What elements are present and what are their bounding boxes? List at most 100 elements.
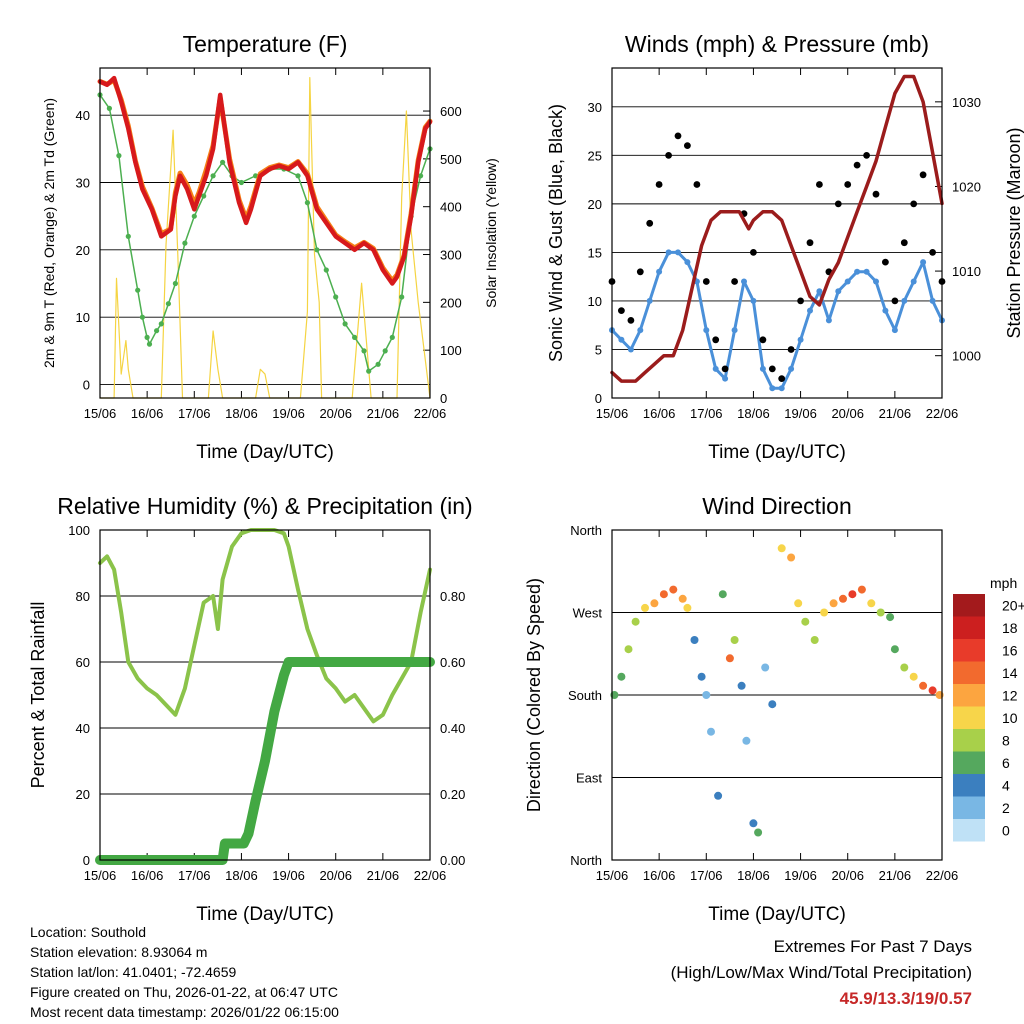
gust-point [721, 365, 729, 373]
legend-label: 0 [1002, 822, 1010, 838]
direction-xlabel: Time (Day/UTC) [708, 904, 846, 925]
sonic-wind-point [741, 278, 747, 285]
winds-ytick-right-label: 1010 [952, 264, 981, 279]
direction-point [690, 636, 699, 644]
sonic-wind-point [712, 365, 719, 372]
direction-xtick-label: 17/06 [690, 868, 723, 883]
legend-swatch [953, 706, 985, 729]
sonic-wind-point [863, 268, 870, 275]
temperature-ytick-right-label: 200 [440, 295, 462, 310]
gust-point [618, 307, 625, 314]
direction-point [919, 681, 928, 690]
temperature-xtick-label: 20/06 [319, 406, 352, 421]
sonic-wind-point [646, 297, 653, 304]
extremes-subtitle: (High/Low/Max Wind/Total Precipitation) [670, 963, 972, 982]
sonic-wind-point [637, 327, 644, 334]
sonic-wind-point [807, 307, 813, 314]
solar-insolation-line [99, 76, 431, 399]
gust-point [919, 171, 927, 179]
sonic-wind-point [627, 346, 634, 353]
direction-point [848, 590, 857, 599]
direction-point [631, 617, 640, 626]
legend-swatch [953, 729, 985, 752]
direction-point [737, 681, 746, 690]
direction-point [867, 599, 876, 608]
gust-point [693, 181, 701, 188]
legend-label: 10 [1002, 710, 1018, 726]
humidity-plot-frame [99, 529, 431, 861]
humidity-ytick-right-label: 0.60 [440, 655, 465, 670]
precipitation-line [95, 657, 435, 865]
humidity-xtick-label: 20/06 [319, 868, 352, 883]
temp-2m-line [97, 75, 433, 286]
pressure-line [610, 74, 944, 383]
temperature-xlabel: Time (Day/UTC) [196, 442, 334, 463]
sonic-wind-point [788, 365, 795, 372]
direction-xtick-label: 20/06 [831, 868, 864, 883]
humidity-ytick-label: 80 [76, 589, 90, 604]
legend-label: 6 [1002, 755, 1010, 771]
legend-label: 14 [1002, 665, 1018, 681]
gust-point [655, 181, 663, 188]
humidity-xtick-label: 19/06 [272, 868, 305, 883]
direction-point [909, 672, 918, 681]
direction-point [801, 617, 810, 626]
sonic-wind-point [891, 327, 898, 334]
direction-point [890, 645, 899, 654]
legend-swatch [953, 684, 985, 707]
gust-point [627, 317, 635, 324]
temperature-ylabel-right: Solar Insolation (Yellow) [483, 158, 499, 308]
direction-xtick-label: 19/06 [784, 868, 817, 883]
winds-title: Winds (mph) & Pressure (mb) [625, 31, 929, 57]
direction-point [697, 672, 706, 681]
gust-point [863, 152, 870, 159]
humidity-xlabel: Time (Day/UTC) [196, 904, 334, 925]
temperature-xtick-label: 15/06 [84, 406, 117, 421]
direction-xtick-label: 22/06 [926, 868, 959, 883]
direction-point [624, 645, 633, 654]
winds-xtick-label: 21/06 [879, 406, 912, 421]
gust-point [816, 181, 823, 188]
temperature-xtick-label: 21/06 [367, 406, 400, 421]
direction-point [886, 613, 895, 622]
gust-point [759, 336, 767, 344]
sonic-wind-point [844, 278, 851, 285]
temperature-xtick-label: 19/06 [272, 406, 305, 421]
sonic-wind-point [750, 297, 757, 304]
winds-ytick-right-label: 1020 [952, 179, 981, 194]
direction-point [787, 553, 796, 562]
direction-panel: Wind Direction Time (Day/UTC) 15/06 16/06 17… [524, 493, 958, 925]
sonic-wind-point [816, 288, 823, 295]
winds-ytick-right-label: 1030 [952, 95, 981, 110]
temperature-ylabel: 2m & 9m T (Red, Orange) & 2m Td (Green) [41, 98, 57, 368]
humidity-ytick-right-label: 0.40 [440, 721, 465, 736]
direction-point [725, 654, 734, 663]
direction-point [876, 608, 885, 617]
extremes-title: Extremes For Past 7 Days [773, 937, 972, 956]
direction-point [641, 603, 649, 612]
temperature-panel: Temperature (F) Time (Day/UTC) 15/06 16/06 1… [41, 31, 499, 463]
direction-ytick-label: North [570, 853, 602, 868]
legend-swatch [953, 774, 985, 797]
temperature-xtick-label: 17/06 [178, 406, 211, 421]
extremes-values: 45.9/13.3/19/0.57 [839, 989, 972, 1008]
sonic-wind-point [873, 278, 879, 285]
temperature-title: Temperature (F) [183, 31, 348, 57]
direction-point [683, 603, 692, 612]
sonic-wind-point [882, 307, 889, 314]
created-text: Figure created on Thu, 2026-01-22, at 06… [30, 984, 338, 1000]
direction-point [820, 608, 829, 617]
direction-point [749, 819, 758, 828]
temp-9m-line [97, 77, 433, 284]
recent-text: Most recent data timestamp: 2026/01/22 0… [30, 1004, 339, 1020]
humidity-ytick-label: 40 [76, 721, 90, 736]
gust-point [778, 375, 786, 382]
sonic-wind-point [665, 249, 672, 256]
winds-ytick-label: 25 [588, 148, 602, 163]
temperature-ytick-right-label: 300 [440, 248, 462, 263]
gust-point [834, 200, 842, 208]
direction-point [702, 691, 711, 699]
direction-point [900, 663, 909, 672]
latlon-text: Station lat/lon: 41.0401; -72.4659 [30, 964, 237, 980]
winds-ylabel: Sonic Wind & Gust (Blue, Black) [546, 104, 566, 362]
